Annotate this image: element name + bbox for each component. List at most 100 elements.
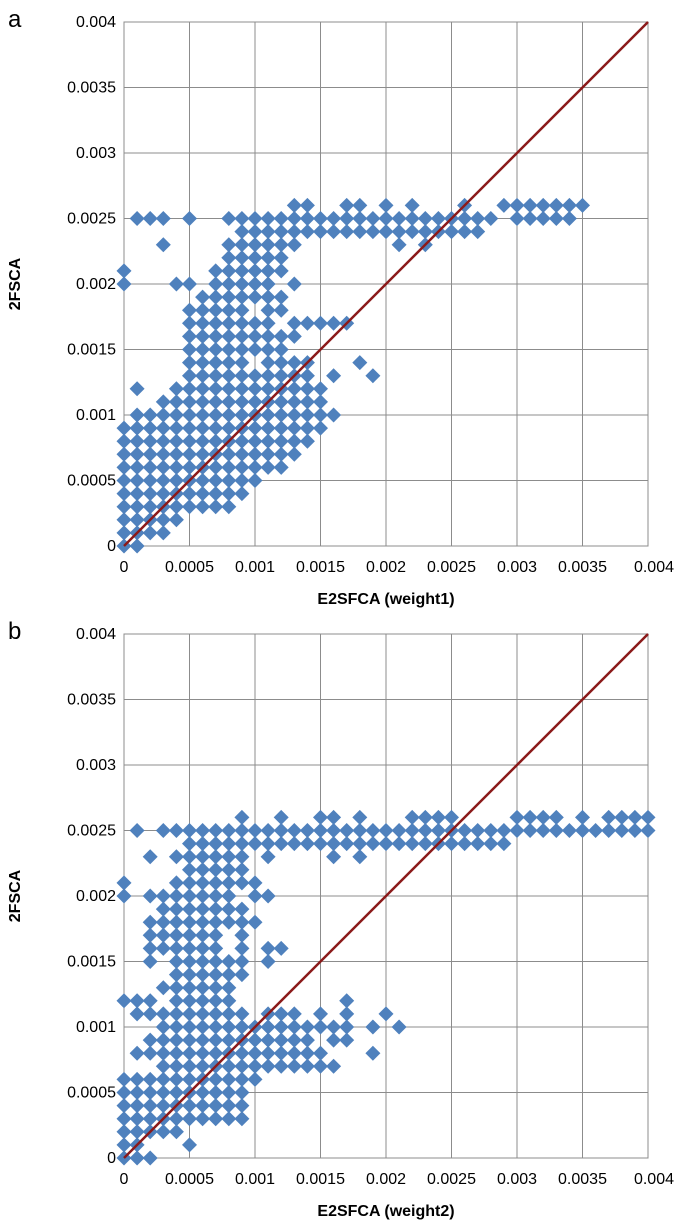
data-point <box>273 823 289 838</box>
data-point <box>182 446 197 462</box>
data-point <box>365 1045 381 1061</box>
data-point <box>182 954 197 969</box>
data-point <box>234 250 250 266</box>
data-point <box>260 888 276 904</box>
data-point <box>195 836 211 852</box>
data-point <box>234 381 250 397</box>
data-point <box>208 1071 224 1087</box>
data-point <box>234 875 250 891</box>
data-point <box>313 809 328 825</box>
data-point <box>548 197 564 213</box>
data-point <box>247 237 263 253</box>
data-point <box>234 809 250 825</box>
y-tick-label: 0.0025 <box>67 211 116 228</box>
data-point <box>260 276 276 292</box>
data-point <box>142 927 158 943</box>
data-point <box>286 328 302 344</box>
data-point <box>286 224 302 240</box>
data-point <box>168 967 184 983</box>
y-tick-label: 0.003 <box>76 757 116 774</box>
data-point <box>208 901 224 917</box>
data-point <box>129 486 145 502</box>
data-point <box>221 1032 237 1048</box>
data-point <box>221 355 237 371</box>
data-point <box>208 381 224 397</box>
data-point <box>116 499 132 515</box>
data-point <box>182 1071 197 1087</box>
data-point <box>299 433 315 449</box>
data-point <box>457 224 473 240</box>
data-point <box>601 823 617 838</box>
data-point <box>234 1045 250 1061</box>
data-point <box>142 888 158 904</box>
data-point <box>273 1045 289 1061</box>
data-point <box>221 1098 237 1114</box>
data-point <box>234 836 250 852</box>
y-tick-label: 0 <box>107 538 116 555</box>
data-point <box>352 836 368 852</box>
data-point <box>313 1019 328 1035</box>
data-point <box>182 849 197 865</box>
data-point <box>129 993 145 1009</box>
data-point <box>155 237 171 253</box>
data-point <box>326 849 342 865</box>
data-point <box>182 276 197 292</box>
data-point <box>391 224 407 240</box>
data-point <box>260 250 276 266</box>
data-point <box>260 954 276 969</box>
data-point <box>155 433 171 449</box>
data-point <box>142 499 158 515</box>
data-point <box>155 927 171 943</box>
data-point <box>299 1058 315 1074</box>
data-point <box>299 315 315 331</box>
data-point <box>208 420 224 436</box>
data-point <box>286 237 302 253</box>
data-point <box>142 1111 158 1127</box>
data-point <box>247 381 263 397</box>
y-tick-label: 0.002 <box>76 888 116 905</box>
data-point <box>182 394 197 410</box>
data-point <box>496 197 512 213</box>
data-point <box>182 407 197 423</box>
data-point <box>182 368 197 384</box>
data-point <box>208 499 224 515</box>
data-point <box>496 823 512 838</box>
data-point <box>116 1085 132 1100</box>
data-point <box>129 407 145 423</box>
data-point <box>182 914 197 930</box>
data-point <box>444 224 459 240</box>
data-point <box>195 823 211 838</box>
data-point <box>404 809 420 825</box>
data-point <box>182 459 197 475</box>
y-tick-label: 0.0035 <box>67 80 116 97</box>
data-point <box>260 1019 276 1035</box>
data-point <box>116 1071 132 1087</box>
data-point <box>260 407 276 423</box>
data-point <box>142 446 158 462</box>
data-point <box>522 823 538 838</box>
data-point <box>155 1032 171 1048</box>
data-point <box>195 486 211 502</box>
data-point <box>247 276 263 292</box>
data-point <box>221 888 237 904</box>
data-point <box>195 1045 211 1061</box>
data-point <box>208 862 224 878</box>
data-point <box>195 993 211 1009</box>
data-point <box>417 211 433 226</box>
data-point <box>208 368 224 384</box>
data-point <box>195 927 211 943</box>
data-point <box>182 1058 197 1074</box>
data-point <box>195 302 211 318</box>
data-point <box>221 486 237 502</box>
data-point <box>221 1071 237 1087</box>
data-point <box>168 1006 184 1022</box>
data-point <box>260 211 276 226</box>
data-point <box>326 407 342 423</box>
data-point <box>155 446 171 462</box>
data-point <box>326 1032 342 1048</box>
data-point <box>221 954 237 969</box>
data-point <box>221 967 237 983</box>
data-point <box>208 289 224 305</box>
data-point <box>234 823 250 838</box>
data-point <box>116 446 132 462</box>
